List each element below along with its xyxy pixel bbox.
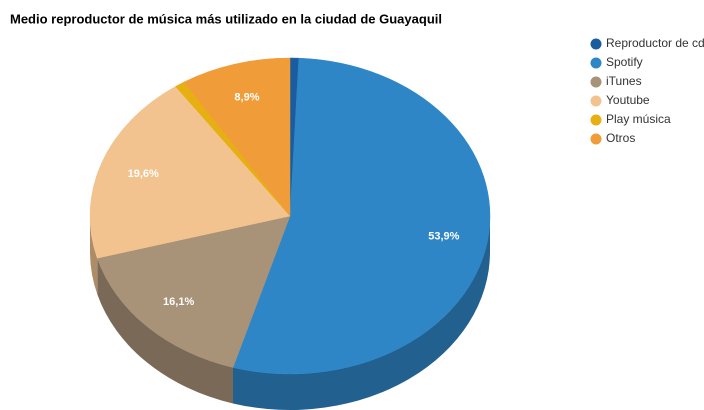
chart-title: Medio reproductor de música más utilizad… (10, 11, 442, 26)
slice-side (232, 216, 490, 410)
legend-label: Youtube (606, 93, 650, 107)
data-label: 16,1% (163, 296, 194, 308)
slice (232, 57, 491, 375)
slice-side (97, 258, 233, 404)
legend-label: Reproductor de cd (606, 36, 704, 50)
slice-side (90, 216, 98, 295)
legend-swatch (590, 95, 602, 107)
legend-swatch (590, 133, 602, 145)
legend-label: Otros (606, 131, 635, 145)
legend-swatch (590, 76, 602, 88)
slice (183, 57, 291, 217)
legend-swatch (590, 38, 602, 50)
legend-label: iTunes (606, 74, 642, 88)
slice (89, 86, 291, 259)
legend-label: Play música (606, 112, 671, 126)
data-label: 53,9% (428, 230, 459, 242)
legend-swatch (590, 114, 602, 126)
legend-label: Spotify (606, 55, 643, 69)
data-label: 19,6% (128, 168, 159, 180)
data-label: 8,9% (234, 91, 259, 103)
legend-swatch (590, 57, 602, 69)
slice (96, 215, 291, 368)
